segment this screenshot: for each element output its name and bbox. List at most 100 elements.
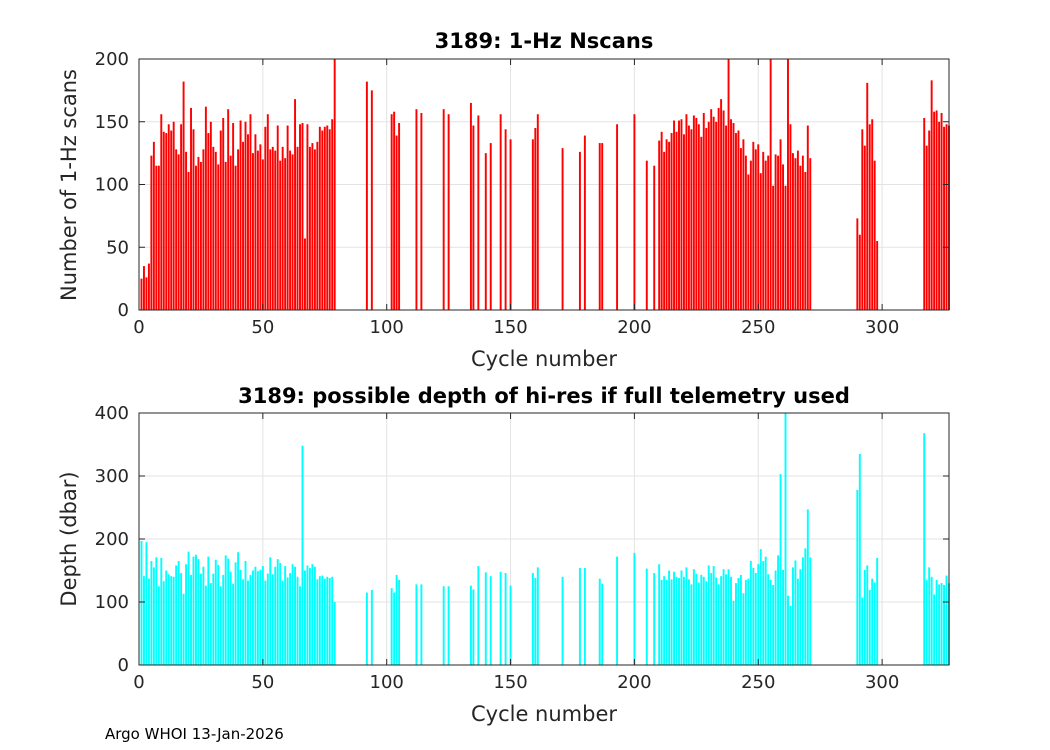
bar: [266, 114, 269, 310]
bar: [150, 561, 153, 665]
bar: [682, 576, 685, 665]
bar: [264, 580, 267, 665]
bar: [598, 143, 601, 310]
bar: [331, 576, 334, 665]
y-tick-label: 200: [95, 49, 129, 70]
bar: [663, 576, 666, 665]
y-tick-label: 0: [118, 655, 129, 676]
bar: [180, 573, 183, 665]
bar: [782, 164, 784, 310]
bar: [279, 562, 282, 665]
bar: [935, 110, 938, 310]
y-tick-label: 100: [95, 592, 129, 613]
bar: [247, 134, 249, 310]
bar: [739, 148, 742, 310]
y-tick-label: 200: [95, 529, 129, 550]
bar: [764, 160, 767, 310]
bar: [177, 561, 180, 665]
bar: [321, 575, 324, 665]
bar: [794, 560, 797, 665]
bar: [670, 579, 673, 665]
bar: [616, 124, 619, 310]
bar: [247, 580, 249, 665]
bar: [715, 577, 718, 665]
bar: [858, 234, 861, 310]
bar: [536, 114, 539, 310]
bar: [767, 574, 770, 665]
bar: [217, 164, 220, 310]
bar: [244, 561, 247, 665]
bar: [769, 59, 772, 310]
bar: [702, 576, 705, 665]
bar: [720, 99, 723, 310]
y-axis-ticks: 0 50 100 150 200: [95, 49, 949, 321]
bar: [767, 155, 770, 310]
bar: [484, 572, 487, 665]
x-tick-label: 100: [370, 672, 404, 693]
bar: [933, 111, 936, 311]
bar: [868, 124, 871, 310]
bar: [791, 153, 794, 311]
bar: [284, 158, 287, 310]
bar: [801, 557, 804, 665]
bar: [224, 555, 227, 665]
bar: [945, 575, 948, 665]
bar: [333, 602, 336, 665]
bar: [598, 578, 601, 665]
bar: [442, 109, 445, 310]
bar: [415, 109, 418, 310]
bar: [390, 114, 393, 310]
bar: [673, 571, 676, 665]
bar: [695, 573, 698, 665]
bar: [531, 139, 534, 310]
bar: [784, 185, 787, 310]
bar: [722, 110, 725, 310]
bar: [477, 115, 480, 310]
bar: [509, 585, 512, 665]
bar: [195, 165, 197, 310]
bar: [509, 139, 512, 310]
bar: [665, 139, 668, 310]
bar: [531, 573, 534, 665]
bar: [725, 125, 728, 311]
bar: [712, 566, 715, 665]
bar: [279, 160, 282, 310]
bar: [712, 116, 715, 310]
bar: [578, 151, 581, 310]
bar: [160, 114, 163, 310]
bar: [232, 583, 235, 665]
bar: [769, 579, 772, 665]
bar: [321, 130, 324, 310]
bar: [779, 474, 782, 665]
bar: [328, 578, 331, 665]
bar: [645, 160, 648, 310]
bar: [868, 590, 871, 665]
bar: [251, 153, 254, 311]
bar: [214, 559, 217, 665]
bar: [234, 562, 237, 665]
bar: [928, 130, 931, 310]
bar: [665, 579, 668, 665]
bar: [244, 121, 247, 310]
bar: [757, 564, 760, 665]
x-tick-label: 150: [493, 317, 527, 338]
bar: [311, 564, 314, 665]
bar: [534, 578, 537, 665]
bar: [291, 154, 294, 310]
bar: [147, 263, 150, 310]
bar: [365, 592, 368, 665]
bar: [933, 594, 936, 665]
bar: [299, 124, 301, 310]
bar: [227, 109, 230, 310]
bar: [759, 173, 762, 310]
bar: [182, 593, 185, 665]
bar: [256, 150, 259, 310]
bar: [219, 586, 222, 665]
x-axis-ticks: 0 50 100 150 200 250 300: [133, 413, 899, 693]
bar: [472, 125, 475, 311]
bar: [219, 130, 222, 310]
bar: [732, 123, 735, 310]
bar: [227, 558, 230, 665]
x-tick-label: 150: [493, 672, 527, 693]
bar: [395, 135, 398, 310]
